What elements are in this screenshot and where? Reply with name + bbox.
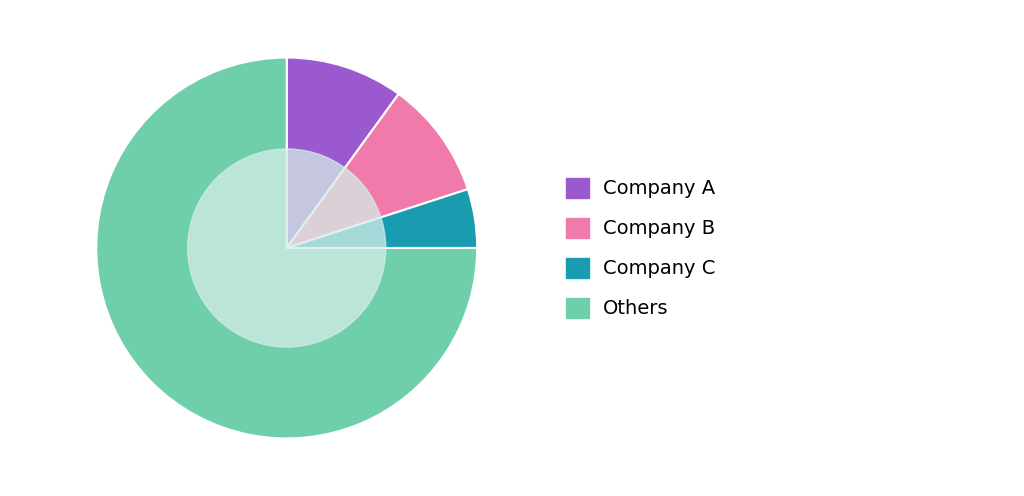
Wedge shape xyxy=(287,94,468,248)
Legend: Company A, Company B, Company C, Others: Company A, Company B, Company C, Others xyxy=(558,170,723,326)
Wedge shape xyxy=(287,189,477,248)
Wedge shape xyxy=(96,58,477,438)
Circle shape xyxy=(187,149,386,347)
Wedge shape xyxy=(287,58,398,248)
